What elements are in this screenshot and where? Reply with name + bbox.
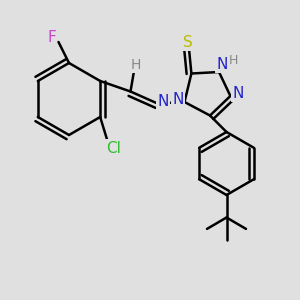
Text: N: N [232, 86, 244, 101]
Text: S: S [183, 35, 192, 50]
Text: N: N [216, 57, 228, 72]
Text: H: H [229, 54, 238, 67]
Text: Cl: Cl [106, 141, 121, 156]
Text: F: F [47, 30, 56, 45]
Text: N: N [157, 94, 169, 109]
Text: H: H [130, 58, 141, 71]
Text: N: N [172, 92, 184, 106]
